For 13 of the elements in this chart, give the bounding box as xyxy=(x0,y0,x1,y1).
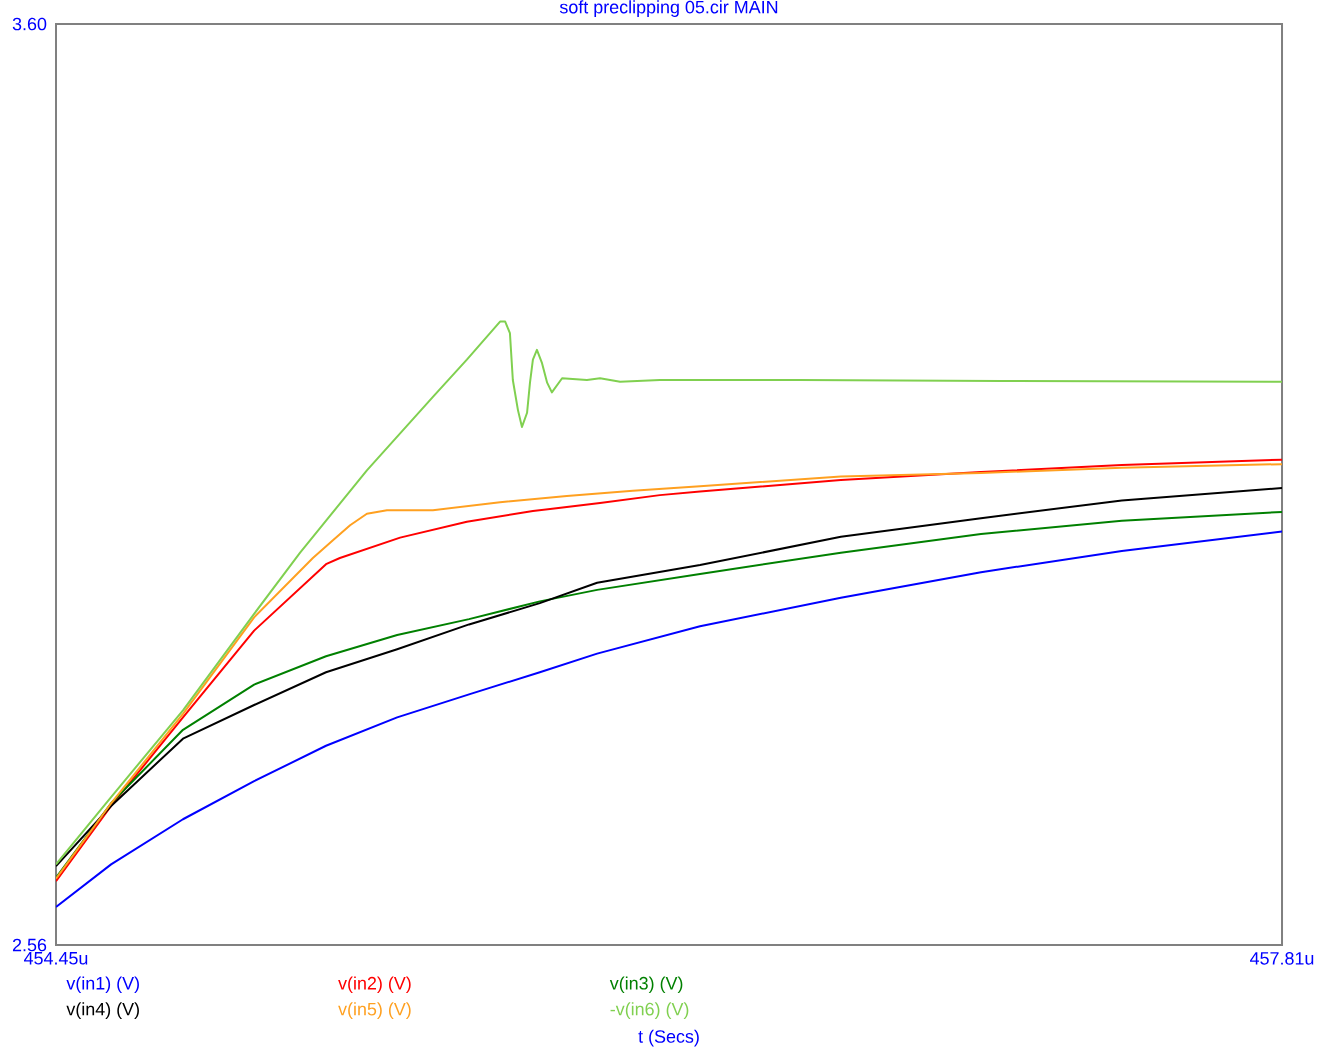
line-series xyxy=(56,320,1283,866)
chart-title: soft preclipping 05.cir MAIN xyxy=(559,0,778,17)
text: -v(in6) (V) xyxy=(610,1002,689,1020)
text: v(in3) (V) xyxy=(609,976,683,994)
y-tick-label: 3.60 xyxy=(12,17,47,31)
x-axis-title: t (Secs) xyxy=(638,1029,699,1047)
y-tick-label: 2.56 xyxy=(12,938,47,952)
text: v(in5) (V) xyxy=(338,1002,411,1020)
x-tick-label: 457.81u xyxy=(1250,952,1314,965)
text: v(in2) (V) xyxy=(338,976,411,994)
text: v(in1) (V) xyxy=(66,976,139,994)
text: v(in4) (V) xyxy=(66,1002,139,1020)
x-tick-label: 454.45u xyxy=(23,952,88,965)
